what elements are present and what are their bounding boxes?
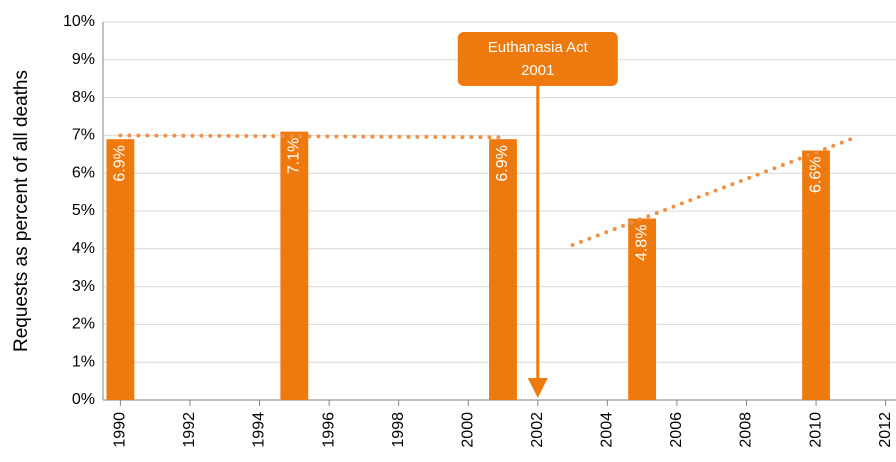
y-tick-label: 4% (72, 240, 95, 257)
y-tick-label: 9% (72, 51, 95, 68)
y-tick-label: 7% (72, 127, 95, 144)
data-label: 4.8% (633, 225, 650, 261)
bar (106, 139, 135, 400)
x-tick-label: 1998 (390, 412, 407, 448)
x-tick-label: 2010 (807, 412, 824, 448)
y-tick-label: 0% (72, 391, 95, 408)
bar (280, 131, 309, 400)
bar (628, 218, 657, 400)
data-label: 6.9% (494, 145, 511, 181)
trend-line (118, 133, 505, 140)
y-tick-label: 2% (72, 316, 95, 333)
annotation-text: Euthanasia Act (488, 39, 589, 56)
bar (802, 150, 830, 400)
x-tick-label: 2008 (738, 412, 755, 448)
y-tick-label: 6% (72, 164, 95, 181)
data-label: 7.1% (286, 138, 303, 174)
x-tick-label: 1996 (320, 412, 337, 448)
y-tick-label: 3% (72, 278, 95, 295)
annotation-box (457, 32, 618, 86)
x-tick-label: 1990 (112, 412, 129, 448)
y-tick-label: 1% (72, 353, 95, 370)
bar (489, 139, 517, 400)
y-axis-label: Requests as percent of all deaths (11, 70, 32, 352)
x-tick-label: 2004 (599, 412, 616, 448)
y-tick-label: 10% (63, 13, 95, 30)
annotation-arrowhead (527, 378, 548, 398)
y-tick-label: 5% (72, 202, 95, 219)
data-label: 6.6% (807, 157, 824, 193)
annotation-text: 2001 (521, 62, 554, 79)
y-tick-label: 8% (72, 89, 95, 106)
x-tick-label: 1994 (251, 412, 268, 448)
x-tick-label: 2012 (877, 412, 894, 448)
data-label: 6.9% (112, 145, 129, 181)
x-tick-label: 2006 (668, 412, 685, 448)
x-tick-label: 2000 (459, 412, 476, 448)
x-tick-label: 2002 (529, 412, 546, 448)
x-tick-label: 1992 (181, 412, 198, 448)
